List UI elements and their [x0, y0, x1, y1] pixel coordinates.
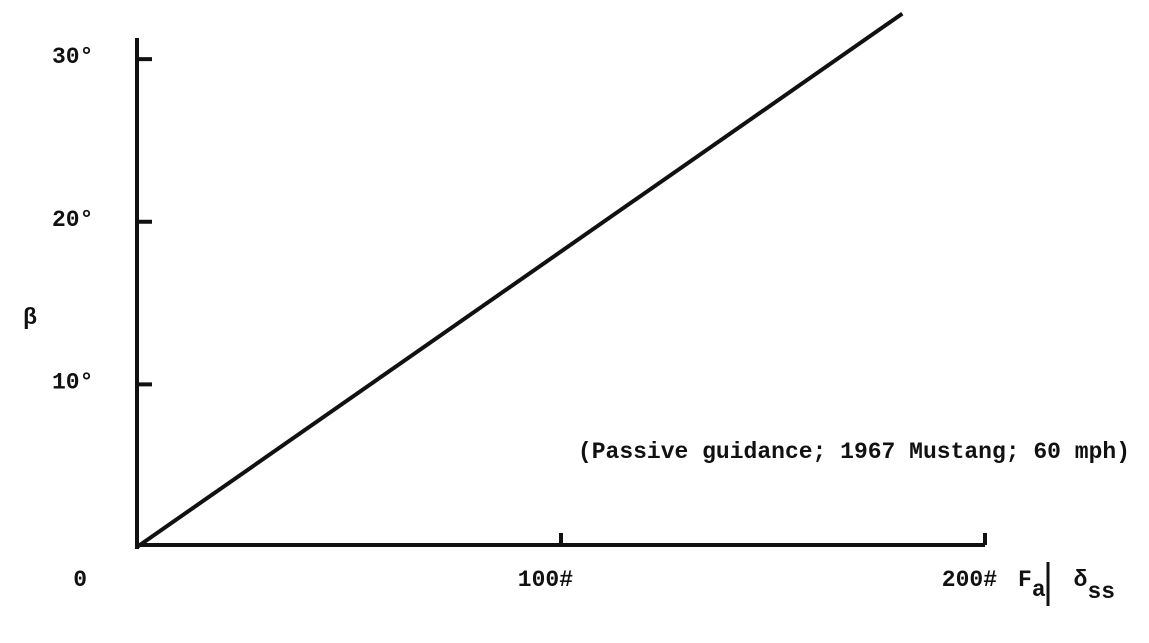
x-axis-label-part: F — [1018, 567, 1032, 593]
x-axis-label: Fa δss — [1018, 567, 1115, 605]
y-axis-label: β — [23, 305, 37, 331]
y-tick-label: 30° — [52, 44, 93, 70]
data-line — [135, 11, 904, 549]
x-tick-label: 0 — [73, 567, 87, 593]
x-axis-label-part: a — [1032, 577, 1046, 603]
y-tick-label: 10° — [52, 369, 93, 395]
x-axis-label-part: δ — [1074, 567, 1088, 593]
x-axis-label-part: ss — [1087, 579, 1115, 605]
x-tick-label: 200# — [942, 567, 997, 593]
annotation: (Passive guidance; 1967 Mustang; 60 mph) — [578, 439, 1130, 465]
y-tick-label: 20° — [52, 207, 93, 233]
x-tick-label: 100# — [518, 567, 573, 593]
